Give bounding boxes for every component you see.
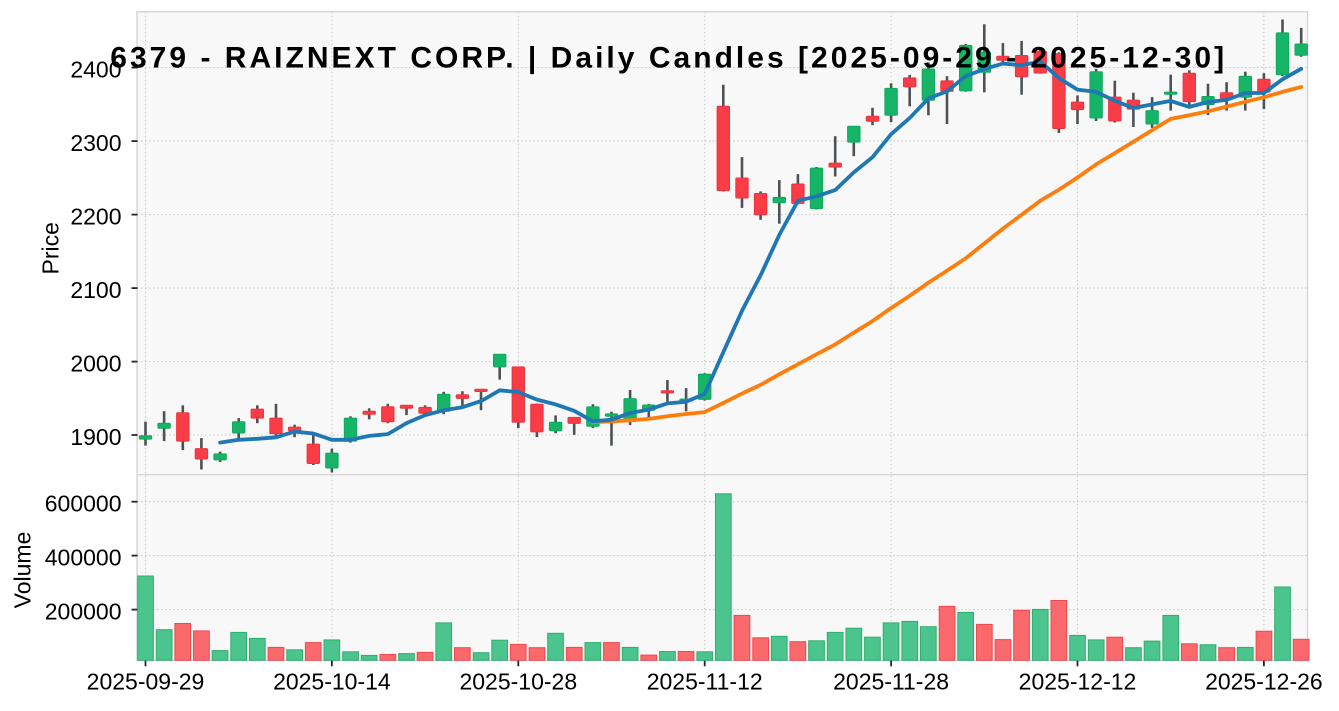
- svg-text:6379 - RAIZNEXT CORP. | Daily: 6379 - RAIZNEXT CORP. | Daily Candles [2…: [110, 42, 1227, 75]
- svg-text:200000: 200000: [45, 599, 122, 625]
- svg-text:2025-10-28: 2025-10-28: [459, 668, 577, 694]
- svg-text:2025-12-12: 2025-12-12: [1019, 668, 1137, 694]
- svg-text:2200: 2200: [70, 204, 121, 230]
- svg-text:2300: 2300: [70, 130, 121, 156]
- svg-text:2400: 2400: [70, 57, 121, 83]
- svg-text:2025-10-14: 2025-10-14: [273, 668, 391, 694]
- svg-text:2025-11-12: 2025-11-12: [647, 668, 763, 694]
- svg-text:Volume: Volume: [10, 532, 36, 609]
- svg-text:2025-11-28: 2025-11-28: [833, 668, 949, 694]
- svg-text:2025-09-29: 2025-09-29: [87, 668, 205, 694]
- svg-text:1900: 1900: [70, 424, 121, 450]
- svg-text:Price: Price: [38, 222, 64, 274]
- svg-text:400000: 400000: [45, 545, 122, 571]
- svg-text:2025-12-26: 2025-12-26: [1205, 668, 1323, 694]
- svg-text:600000: 600000: [45, 491, 122, 517]
- svg-text:2100: 2100: [70, 277, 121, 303]
- svg-text:2000: 2000: [70, 351, 121, 377]
